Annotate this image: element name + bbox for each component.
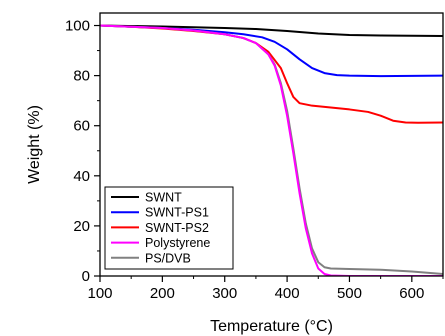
x-tick-label: 100 xyxy=(87,285,112,302)
series-line-swnt-ps1 xyxy=(100,24,443,78)
x-axis-ticks: 100 200 300 400 500 600 xyxy=(87,276,444,302)
legend-label: SWNT-PS2 xyxy=(145,221,209,235)
plot-frame xyxy=(99,12,444,277)
y-tick-label: 100 xyxy=(65,18,90,35)
legend-label: SWNT-PS1 xyxy=(145,206,209,220)
x-tick-label: 200 xyxy=(150,285,175,302)
y-tick-label: 20 xyxy=(73,218,90,235)
y-axis-ticks: 0 20 40 60 80 100 xyxy=(65,18,100,285)
y-axis-label: Weight (%) xyxy=(26,105,43,184)
y-tick-label: 40 xyxy=(73,168,90,185)
legend-label: Polystyrene xyxy=(145,236,210,250)
plot-area xyxy=(100,24,443,276)
legend-label: SWNT xyxy=(145,191,182,205)
x-tick-label: 600 xyxy=(399,285,424,302)
x-axis-label: Temperature (°C) xyxy=(210,318,333,335)
legend-label: PS/DVB xyxy=(145,251,191,265)
y-tick-label: 80 xyxy=(73,68,90,85)
y-tick-label: 60 xyxy=(73,118,90,135)
x-tick-label: 300 xyxy=(212,285,237,302)
series-line-swnt xyxy=(100,24,443,38)
x-tick-label: 400 xyxy=(275,285,300,302)
y-tick-label: 0 xyxy=(82,268,90,285)
x-tick-label: 500 xyxy=(337,285,362,302)
